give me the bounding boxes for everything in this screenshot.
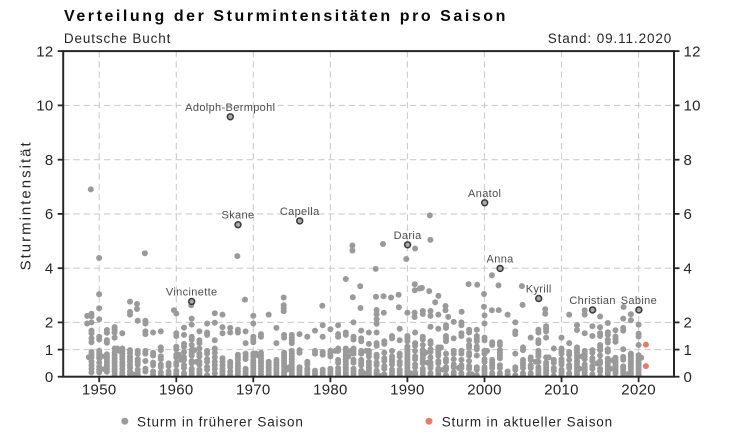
svg-text:Kyrill: Kyrill — [526, 284, 552, 296]
svg-text:1950: 1950 — [82, 382, 117, 399]
svg-text:Sturm in früherer Saison: Sturm in früherer Saison — [137, 414, 304, 429]
svg-text:Christian: Christian — [569, 295, 616, 307]
svg-text:Daria: Daria — [394, 230, 423, 242]
svg-text:Verteilung der Sturmintensität: Verteilung der Sturmintensitäten pro Sai… — [64, 8, 508, 25]
svg-text:0: 0 — [45, 369, 54, 386]
svg-text:Sturm in aktueller Saison: Sturm in aktueller Saison — [442, 414, 613, 429]
svg-text:1: 1 — [45, 342, 54, 359]
svg-text:1980: 1980 — [313, 382, 348, 399]
svg-text:1990: 1990 — [390, 382, 425, 399]
svg-text:8: 8 — [45, 152, 54, 169]
svg-text:Anna: Anna — [487, 253, 515, 265]
svg-text:4: 4 — [684, 261, 693, 278]
svg-text:Sturmintensität: Sturmintensität — [18, 140, 35, 270]
svg-text:6: 6 — [684, 206, 693, 223]
svg-text:Anatol: Anatol — [468, 188, 501, 200]
svg-text:Sabine: Sabine — [621, 295, 657, 307]
svg-text:12: 12 — [36, 43, 53, 60]
svg-text:10: 10 — [684, 98, 701, 115]
svg-text:Deutsche Bucht: Deutsche Bucht — [64, 31, 171, 46]
svg-text:Adolph-Bermpohl: Adolph-Bermpohl — [185, 102, 275, 114]
svg-text:12: 12 — [684, 43, 701, 60]
svg-text:2020: 2020 — [621, 382, 656, 399]
svg-text:6: 6 — [45, 206, 54, 223]
svg-text:2: 2 — [45, 315, 54, 332]
svg-text:1970: 1970 — [236, 382, 271, 399]
svg-text:Skane: Skane — [222, 210, 255, 222]
svg-text:2: 2 — [684, 315, 693, 332]
svg-text:10: 10 — [36, 98, 53, 115]
svg-text:2000: 2000 — [467, 382, 502, 399]
svg-text:2010: 2010 — [544, 382, 579, 399]
svg-text:8: 8 — [684, 152, 693, 169]
svg-text:Capella: Capella — [280, 206, 320, 218]
svg-text:4: 4 — [45, 261, 54, 278]
svg-text:Vincinette: Vincinette — [166, 287, 218, 299]
svg-text:0: 0 — [684, 369, 693, 386]
svg-text:Stand: 09.11.2020: Stand: 09.11.2020 — [548, 31, 672, 46]
svg-text:1: 1 — [684, 342, 693, 359]
svg-text:1960: 1960 — [159, 382, 194, 399]
